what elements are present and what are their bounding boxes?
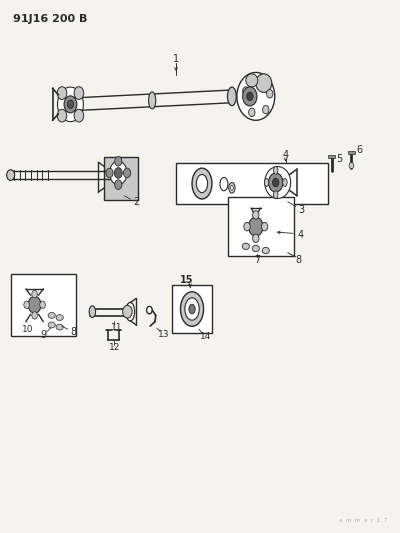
Circle shape <box>115 180 122 189</box>
Ellipse shape <box>180 292 204 326</box>
Ellipse shape <box>185 298 199 320</box>
Circle shape <box>123 305 132 318</box>
Circle shape <box>262 106 269 114</box>
Ellipse shape <box>283 179 287 187</box>
Bar <box>104 157 138 199</box>
Bar <box>11 274 76 336</box>
Ellipse shape <box>220 177 228 191</box>
Text: 3: 3 <box>298 205 305 215</box>
Circle shape <box>28 296 41 313</box>
Text: 7: 7 <box>254 255 260 265</box>
Ellipse shape <box>48 322 55 328</box>
Circle shape <box>272 178 279 187</box>
Text: 91J16 200 B: 91J16 200 B <box>13 14 87 24</box>
Ellipse shape <box>265 166 291 198</box>
Text: 8: 8 <box>296 255 302 265</box>
Circle shape <box>110 161 127 184</box>
Circle shape <box>266 90 273 98</box>
Circle shape <box>57 109 67 122</box>
Text: 5: 5 <box>336 154 343 164</box>
Ellipse shape <box>246 74 258 87</box>
Ellipse shape <box>7 169 15 180</box>
Text: 8: 8 <box>70 327 76 337</box>
Ellipse shape <box>192 168 212 199</box>
Circle shape <box>243 87 249 95</box>
Text: 10: 10 <box>22 325 34 334</box>
Circle shape <box>115 157 122 166</box>
Text: 14: 14 <box>200 332 212 341</box>
Ellipse shape <box>264 179 269 187</box>
Circle shape <box>146 306 152 314</box>
Text: 1: 1 <box>173 54 179 64</box>
Ellipse shape <box>148 92 156 109</box>
Circle shape <box>32 312 37 319</box>
Bar <box>172 285 212 333</box>
Ellipse shape <box>237 72 275 120</box>
Ellipse shape <box>228 87 236 106</box>
Polygon shape <box>176 163 328 204</box>
Ellipse shape <box>196 174 208 192</box>
Ellipse shape <box>89 306 96 318</box>
Text: 4: 4 <box>297 230 304 240</box>
Text: 15: 15 <box>180 275 194 285</box>
Ellipse shape <box>230 185 233 190</box>
Text: 4: 4 <box>283 150 289 160</box>
Ellipse shape <box>242 243 250 249</box>
Ellipse shape <box>252 245 259 252</box>
Ellipse shape <box>256 74 272 92</box>
Ellipse shape <box>229 182 235 193</box>
Text: 2: 2 <box>133 197 139 207</box>
Circle shape <box>253 211 259 219</box>
Circle shape <box>64 96 77 113</box>
Text: 13: 13 <box>158 329 169 338</box>
Circle shape <box>24 301 29 309</box>
Text: 6: 6 <box>356 144 362 155</box>
Circle shape <box>74 109 84 122</box>
Circle shape <box>268 173 283 192</box>
Text: 11: 11 <box>110 323 122 332</box>
Ellipse shape <box>262 247 269 254</box>
Ellipse shape <box>274 166 278 174</box>
Circle shape <box>247 92 253 101</box>
Circle shape <box>261 222 268 231</box>
Circle shape <box>74 87 84 100</box>
Bar <box>228 197 294 256</box>
Text: 9: 9 <box>41 329 47 340</box>
Circle shape <box>40 301 45 309</box>
Circle shape <box>32 290 37 298</box>
Circle shape <box>67 100 74 109</box>
Ellipse shape <box>58 87 84 122</box>
Text: 12: 12 <box>109 343 120 352</box>
Ellipse shape <box>56 324 63 330</box>
Ellipse shape <box>126 302 135 321</box>
Circle shape <box>114 167 122 178</box>
Circle shape <box>243 87 257 106</box>
Ellipse shape <box>56 314 63 320</box>
Ellipse shape <box>274 191 278 199</box>
Bar <box>328 155 335 158</box>
Ellipse shape <box>189 304 195 314</box>
Bar <box>348 151 355 154</box>
Circle shape <box>124 168 131 177</box>
Circle shape <box>253 234 259 243</box>
Circle shape <box>106 168 113 177</box>
Circle shape <box>249 108 255 117</box>
Circle shape <box>249 217 263 236</box>
Circle shape <box>244 222 250 231</box>
Circle shape <box>57 87 67 100</box>
Ellipse shape <box>48 312 55 318</box>
Text: a  m  m  a  r  1  7: a m m a r 1 7 <box>339 518 387 523</box>
Circle shape <box>349 163 354 168</box>
